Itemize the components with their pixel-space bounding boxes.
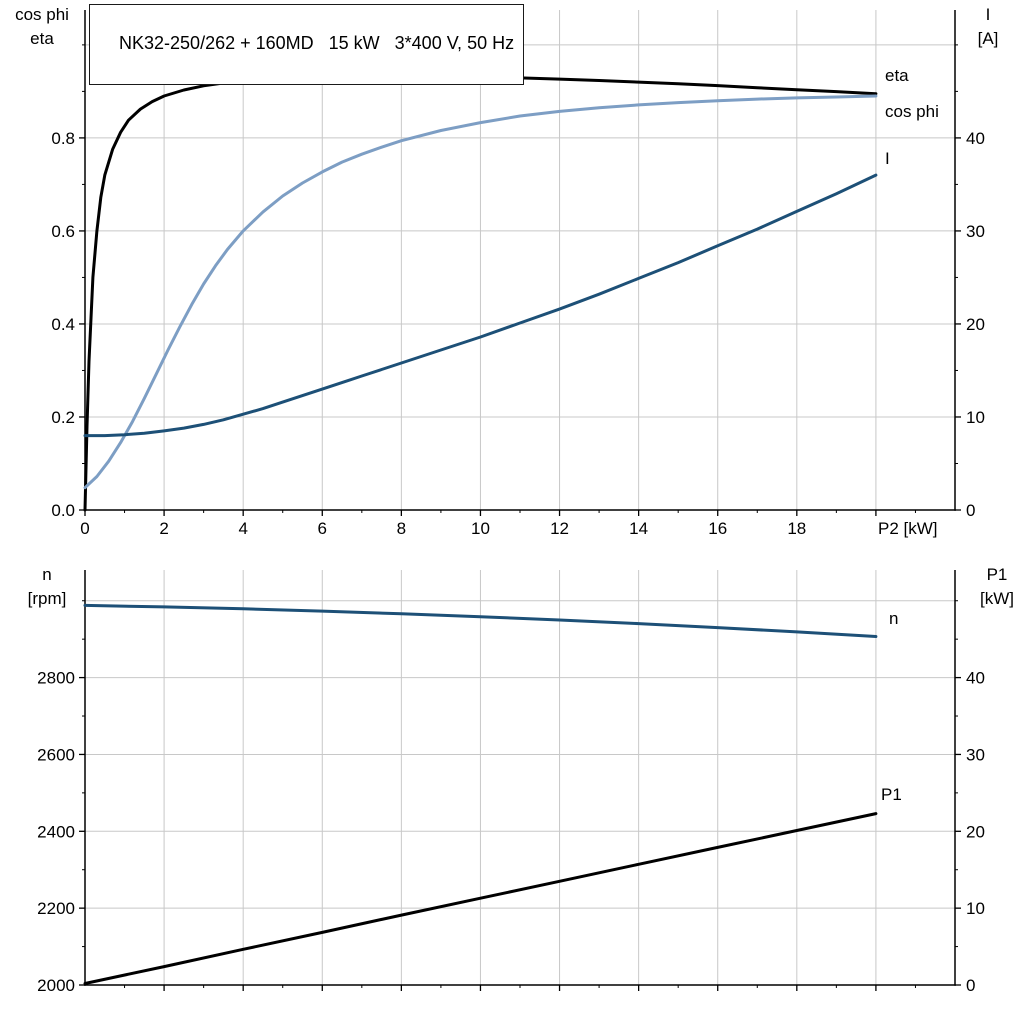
svg-text:2800: 2800 [37, 669, 75, 688]
svg-text:30: 30 [966, 745, 985, 764]
chart-title: NK32-250/262 + 160MD 15 kW 3*400 V, 50 H… [119, 33, 515, 54]
svg-text:30: 30 [966, 222, 985, 241]
svg-text:0.8: 0.8 [51, 129, 75, 148]
svg-text:P1: P1 [987, 565, 1008, 584]
svg-text:n: n [42, 565, 51, 584]
speed-power-chart: 2000 2200 2400 2600 2800 0 10 20 30 40 n [rpm] P1 [kW… [28, 565, 1014, 995]
svg-text:6: 6 [318, 519, 327, 538]
svg-text:18: 18 [787, 519, 806, 538]
svg-text:4: 4 [238, 519, 247, 538]
svg-text:P2 [kW]: P2 [kW] [878, 519, 938, 538]
svg-text:12: 12 [550, 519, 569, 538]
svg-text:n: n [889, 609, 898, 628]
svg-text:40: 40 [966, 669, 985, 688]
svg-text:cos phi: cos phi [885, 102, 939, 121]
svg-text:2200: 2200 [37, 899, 75, 918]
svg-text:0.0: 0.0 [51, 501, 75, 520]
svg-text:0: 0 [80, 519, 89, 538]
svg-text:40: 40 [966, 129, 985, 148]
svg-text:0: 0 [966, 976, 975, 995]
svg-text:eta: eta [885, 66, 909, 85]
svg-text:10: 10 [966, 899, 985, 918]
svg-text:I: I [986, 5, 991, 24]
svg-text:P1: P1 [881, 785, 902, 804]
svg-text:14: 14 [629, 519, 648, 538]
svg-text:eta: eta [30, 29, 54, 48]
svg-text:[A]: [A] [978, 29, 999, 48]
svg-text:16: 16 [708, 519, 727, 538]
svg-text:0.2: 0.2 [51, 408, 75, 427]
svg-text:0.6: 0.6 [51, 222, 75, 241]
svg-text:2600: 2600 [37, 745, 75, 764]
svg-text:2: 2 [159, 519, 168, 538]
svg-text:20: 20 [966, 315, 985, 334]
svg-text:[kW]: [kW] [980, 589, 1014, 608]
svg-text:0: 0 [966, 501, 975, 520]
svg-text:cos phi: cos phi [15, 5, 69, 24]
svg-text:0.4: 0.4 [51, 315, 75, 334]
svg-text:10: 10 [966, 408, 985, 427]
svg-text:[rpm]: [rpm] [28, 589, 67, 608]
svg-text:2000: 2000 [37, 976, 75, 995]
svg-text:8: 8 [397, 519, 406, 538]
chart-title-box: NK32-250/262 + 160MD 15 kW 3*400 V, 50 H… [89, 4, 525, 85]
svg-text:I: I [885, 149, 890, 168]
svg-text:10: 10 [471, 519, 490, 538]
svg-text:2400: 2400 [37, 822, 75, 841]
svg-text:20: 20 [966, 822, 985, 841]
